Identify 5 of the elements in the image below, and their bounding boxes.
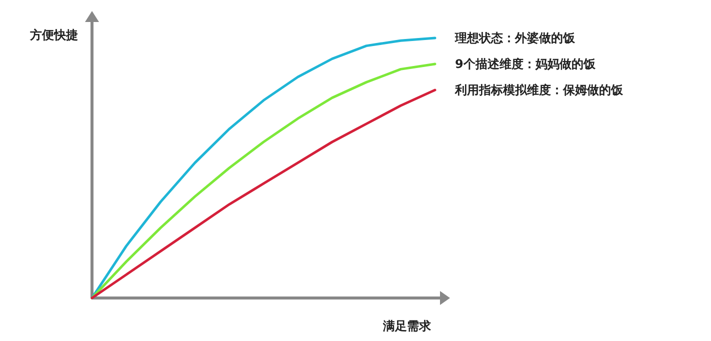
- series-label: 9个描述维度：妈妈做的饭: [455, 57, 596, 71]
- series-label: 利用指标模拟维度：保姆做的饭: [454, 83, 624, 97]
- y-axis-title: 方便快捷: [29, 28, 78, 42]
- x-axis-title: 满足需求: [382, 319, 432, 333]
- series-label: 理想状态：外婆做的饭: [454, 31, 576, 45]
